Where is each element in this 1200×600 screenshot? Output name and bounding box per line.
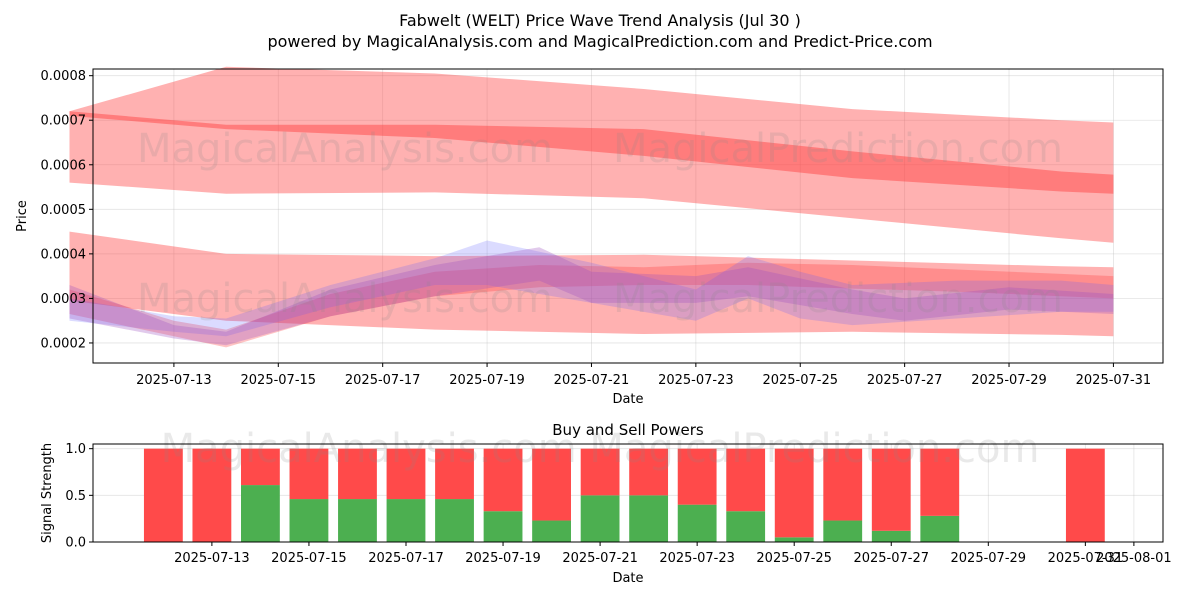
buy-bar: [435, 499, 474, 542]
top-y-tick-label: 0.0005: [41, 203, 87, 218]
chart-title: Fabwelt (WELT) Price Wave Trend Analysis…: [399, 11, 801, 30]
sell-bar: [871, 448, 911, 531]
top-x-tick-label: 2025-07-21: [554, 373, 630, 388]
bottom-x-tick-label: 2025-07-27: [853, 551, 929, 566]
bottom-x-tick-label: 2025-08-01: [1096, 551, 1172, 566]
top-x-tick-label: 2025-07-31: [1076, 373, 1152, 388]
top-x-tick-label: 2025-07-15: [241, 373, 317, 388]
bottom-y-tick-label: 1.0: [65, 442, 86, 457]
sell-bar: [338, 448, 377, 500]
top-plot-frame: [92, 68, 1164, 364]
buy-bar: [532, 520, 571, 542]
buy-bar: [871, 530, 911, 542]
bottom-x-tick-label: 2025-07-25: [756, 551, 832, 566]
bottom-x-tick-label: 2025-07-21: [562, 551, 638, 566]
buy-bar: [289, 499, 329, 542]
top-x-tick-label: 2025-07-23: [658, 373, 734, 388]
sell-bar: [192, 448, 232, 542]
top-y-tick-label: 0.0003: [41, 292, 87, 307]
bottom-x-tick-label: 2025-07-17: [368, 551, 444, 566]
sell-bar: [629, 448, 669, 496]
watermark-right: MagicalPrediction.com: [613, 126, 1063, 172]
sell-bar: [726, 448, 766, 512]
bottom-x-tick-label: 2025-07-29: [951, 551, 1027, 566]
top-y-tick-label: 0.0004: [41, 247, 87, 262]
top-y-tick-label: 0.0002: [41, 336, 87, 351]
signal-bars: [143, 448, 1105, 542]
bottom-plot-frame: [92, 443, 1164, 543]
watermark-left-lower: MagicalAnalysis.com: [137, 276, 553, 322]
buy-bar: [580, 495, 620, 542]
sell-bar: [677, 448, 717, 505]
bottom-x-tick-label: 2025-07-19: [465, 551, 541, 566]
sell-bar: [435, 448, 474, 500]
buy-bar: [726, 511, 766, 542]
watermark-left: MagicalAnalysis.com: [137, 126, 553, 172]
top-x-tick-label: 2025-07-29: [971, 373, 1047, 388]
sell-bar: [1065, 448, 1105, 542]
bottom-x-ticks: 2025-07-13 2025-07-15 2025-07-17 2025-07-19…: [174, 542, 1172, 566]
sell-bar: [143, 448, 183, 542]
chart-subtitle: powered by MagicalAnalysis.com and Magic…: [267, 32, 932, 51]
bottom-y-ticks: 0.0 0.5 1.0: [65, 442, 93, 551]
price-band-lower-core-band: [69, 262, 1114, 348]
buy-sell-panel: Buy and Sell Powers MagicalAnalysis.com …: [40, 421, 1172, 586]
sell-bar: [774, 448, 814, 538]
sell-bar: [920, 448, 960, 516]
buy-bar: [483, 511, 523, 542]
bottom-x-tick-label: 2025-07-13: [174, 551, 250, 566]
sell-bar: [483, 448, 523, 512]
top-x-tick-label: 2025-07-13: [136, 373, 212, 388]
top-x-tick-label: 2025-07-27: [867, 373, 943, 388]
top-y-tick-label: 0.0008: [41, 69, 87, 84]
price-band-lower-wide-band: [69, 231, 1114, 337]
top-y-ticks: 0.0002 0.0003 0.0004 0.0005 0.0006 0.0007 0.00…: [41, 69, 93, 351]
watermark-bottom: MagicalAnalysis.com MagicalPrediction.co…: [161, 426, 1040, 472]
price-band-upper-wide-band: [69, 66, 1114, 243]
bottom-y-tick-label: 0.0: [65, 536, 86, 551]
bottom-x-tick-label: 2025-07-23: [659, 551, 735, 566]
buy-bar: [629, 495, 669, 542]
top-grid: [93, 69, 1163, 363]
sell-bar: [289, 448, 329, 500]
top-x-tick-label: 2025-07-19: [449, 373, 525, 388]
top-plot-background: [93, 69, 1163, 363]
top-y-tick-label: 0.0006: [41, 158, 87, 173]
buy-bar: [338, 499, 377, 542]
bottom-x-tick-label: 2025-07-31: [1048, 551, 1124, 566]
top-y-tick-label: 0.0007: [41, 114, 87, 129]
price-bands: [69, 66, 1114, 348]
bottom-x-axis-label: Date: [612, 571, 643, 586]
watermark-right-lower: MagicalPrediction.com: [613, 276, 1063, 322]
buy-bar: [920, 515, 960, 542]
top-x-tick-label: 2025-07-25: [762, 373, 838, 388]
buy-bar: [386, 499, 426, 542]
top-x-tick-label: 2025-07-17: [345, 373, 421, 388]
price-band-upper-core-band: [69, 111, 1114, 194]
sell-bar: [386, 448, 426, 500]
buy-bar: [823, 520, 863, 542]
sell-bar: [823, 448, 863, 521]
price-band-blue-wave: [69, 240, 1114, 337]
sell-bar: [532, 448, 571, 521]
price-band-purple-wave: [69, 247, 1114, 346]
sell-bar: [580, 448, 620, 496]
bottom-y-axis-label: Signal Strength: [40, 443, 55, 543]
price-wave-panel: MagicalAnalysis.com MagicalPrediction.co…: [15, 66, 1164, 407]
bottom-x-tick-label: 2025-07-15: [271, 551, 347, 566]
buy-bar: [241, 485, 280, 542]
sell-bar: [241, 448, 280, 486]
buy-bar: [774, 537, 814, 542]
buy-bar: [677, 504, 717, 542]
top-x-ticks: 2025-07-13 2025-07-15 2025-07-17 2025-07-19…: [136, 363, 1151, 388]
bottom-chart-title: Buy and Sell Powers: [552, 421, 704, 439]
bottom-y-tick-label: 0.5: [65, 489, 86, 504]
top-y-axis-label: Price: [15, 200, 30, 232]
top-x-axis-label: Date: [612, 392, 643, 407]
